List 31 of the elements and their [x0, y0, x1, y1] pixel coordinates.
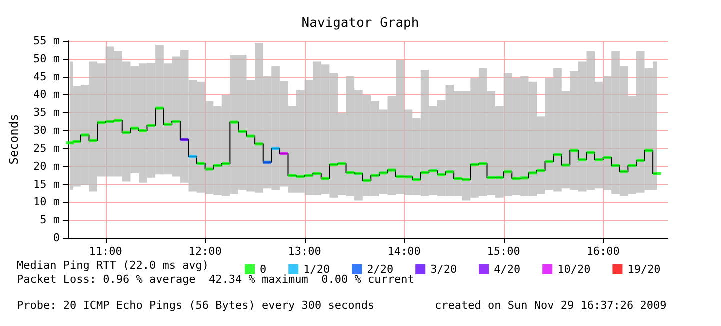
x-tick-label: 15:00 — [487, 245, 520, 258]
y-tick-label: 5 m — [40, 214, 60, 227]
y-tick-label: 30 m — [34, 124, 60, 138]
x-tick-label: 12:00 — [188, 245, 222, 258]
legend-label: 4/20 — [494, 263, 521, 276]
y-tick-label: 0 — [53, 232, 60, 244]
legend-title: Median Ping RTT (22.0 ms avg) — [17, 259, 210, 272]
text: Packet Loss: 0.96 % average 42.34 % maximum 0.00 % current — [17, 273, 414, 286]
legend-label: 1/20 — [304, 263, 330, 276]
y-tick-label: 15 m — [34, 178, 60, 191]
legend-label: 2/20 — [367, 263, 394, 276]
x-tick-label: 14:00 — [388, 245, 421, 258]
legend-label: 0 — [260, 263, 267, 276]
y-tick-label: 35 m — [34, 106, 60, 120]
x-tick-label: 11:00 — [89, 245, 122, 258]
legend-label: 3/20 — [430, 263, 458, 276]
y-tick-label: 45 m — [34, 70, 60, 84]
y-tick-label: 40 m — [34, 88, 60, 102]
text: Probe: 20 ICMP Echo Pings (56 Bytes) every 300 seconds — [17, 299, 375, 312]
y-tick-label: 20 m — [34, 160, 60, 173]
legend-label: 10/20 — [558, 263, 591, 276]
text: created on Sun Nov 29 16:37:26 2009 — [435, 299, 667, 312]
y-tick-label: 25 m — [34, 142, 60, 155]
y-axis-title: Seconds — [7, 114, 21, 165]
y-tick-label: 50 m — [34, 52, 60, 66]
y-tick-label: 55 m — [34, 34, 60, 48]
y-tick-label: 10 m — [34, 196, 60, 209]
legend-label: 19/20 — [628, 263, 661, 276]
x-tick-label: 13:00 — [288, 245, 322, 258]
x-tick-label: 16:00 — [586, 245, 620, 258]
chart-title: Navigator Graph — [302, 16, 420, 31]
